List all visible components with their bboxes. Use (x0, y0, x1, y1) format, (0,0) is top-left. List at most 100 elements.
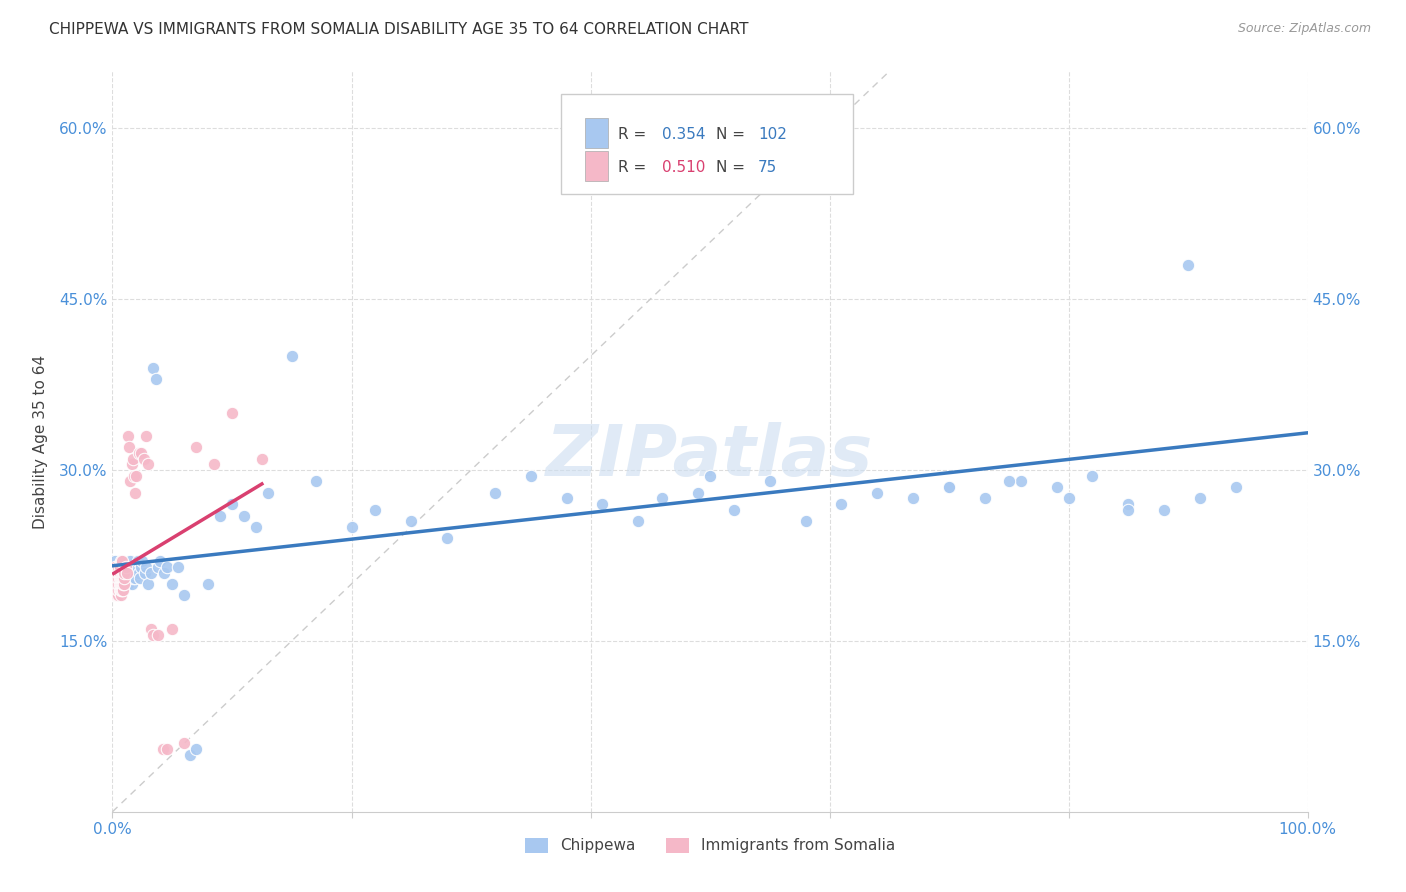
Point (436, 532, 458, 546)
Point (1010, 475, 1032, 489)
Point (156, 559, 179, 574)
Point (104, 571, 127, 585)
Point (938, 480, 960, 494)
Point (110, 588, 132, 602)
Point (107, 566, 129, 580)
Point (112, 577, 135, 591)
Point (688, 485, 710, 500)
Point (197, 577, 219, 591)
Point (903, 491, 925, 506)
Point (128, 446, 150, 460)
Point (401, 514, 423, 528)
Point (167, 559, 190, 574)
Point (104, 571, 127, 585)
Point (114, 559, 136, 574)
Point (115, 566, 138, 580)
Point (107, 571, 129, 585)
Point (110, 566, 132, 580)
Point (134, 566, 156, 580)
Point (1081, 468, 1104, 483)
Text: N =: N = (716, 127, 745, 142)
Point (107, 577, 129, 591)
Point (107, 566, 129, 580)
Point (110, 571, 132, 585)
Point (121, 571, 143, 585)
Point (340, 520, 363, 534)
Text: R =: R = (619, 127, 647, 142)
Point (135, 559, 157, 574)
Point (831, 497, 853, 511)
Point (105, 582, 128, 597)
Point (112, 571, 135, 585)
Point (110, 559, 132, 574)
Text: Source: ZipAtlas.com: Source: ZipAtlas.com (1237, 22, 1371, 36)
Point (111, 577, 134, 591)
Point (1118, 503, 1140, 517)
Point (173, 736, 195, 750)
Point (104, 582, 127, 597)
Point (146, 628, 169, 642)
Point (627, 514, 650, 528)
Point (142, 628, 165, 642)
Point (250, 451, 273, 466)
Point (111, 554, 134, 568)
Point (110, 554, 132, 568)
Point (759, 475, 782, 489)
Point (105, 566, 128, 580)
Text: N =: N = (716, 160, 745, 175)
Point (128, 566, 150, 580)
Point (105, 582, 128, 597)
Point (114, 566, 135, 580)
Point (484, 485, 506, 500)
Point (364, 503, 387, 517)
FancyBboxPatch shape (585, 118, 609, 147)
Point (107, 582, 129, 597)
Point (129, 559, 152, 574)
Point (124, 485, 146, 500)
Point (103, 582, 125, 597)
Point (120, 554, 142, 568)
Point (108, 559, 131, 574)
Point (1118, 497, 1140, 511)
Point (974, 491, 997, 506)
FancyBboxPatch shape (585, 152, 609, 181)
Point (1057, 491, 1080, 506)
Point (104, 582, 127, 597)
Point (112, 566, 135, 580)
Point (105, 577, 128, 591)
Point (699, 468, 721, 483)
Point (105, 582, 128, 597)
Point (129, 571, 152, 585)
Point (245, 520, 267, 534)
Point (129, 446, 152, 460)
Point (112, 582, 135, 597)
Text: 0.510: 0.510 (662, 160, 706, 175)
Point (202, 458, 225, 472)
Point (1177, 258, 1199, 272)
Point (110, 577, 132, 591)
Point (555, 491, 578, 506)
Point (103, 577, 125, 591)
Point (112, 577, 135, 591)
Point (794, 514, 817, 528)
Point (125, 468, 148, 483)
Point (104, 559, 127, 574)
Point (118, 440, 141, 454)
Point (121, 577, 143, 591)
Point (103, 566, 125, 580)
Text: 102: 102 (758, 127, 787, 142)
Point (938, 480, 960, 494)
Point (173, 588, 195, 602)
Point (104, 588, 127, 602)
Point (120, 559, 142, 574)
Point (111, 559, 134, 574)
Point (117, 429, 139, 443)
Point (111, 566, 134, 580)
Point (186, 440, 208, 454)
Point (108, 582, 131, 597)
Point (103, 577, 125, 591)
Point (111, 582, 134, 597)
Point (110, 582, 132, 597)
Point (152, 742, 174, 756)
Point (108, 571, 131, 585)
